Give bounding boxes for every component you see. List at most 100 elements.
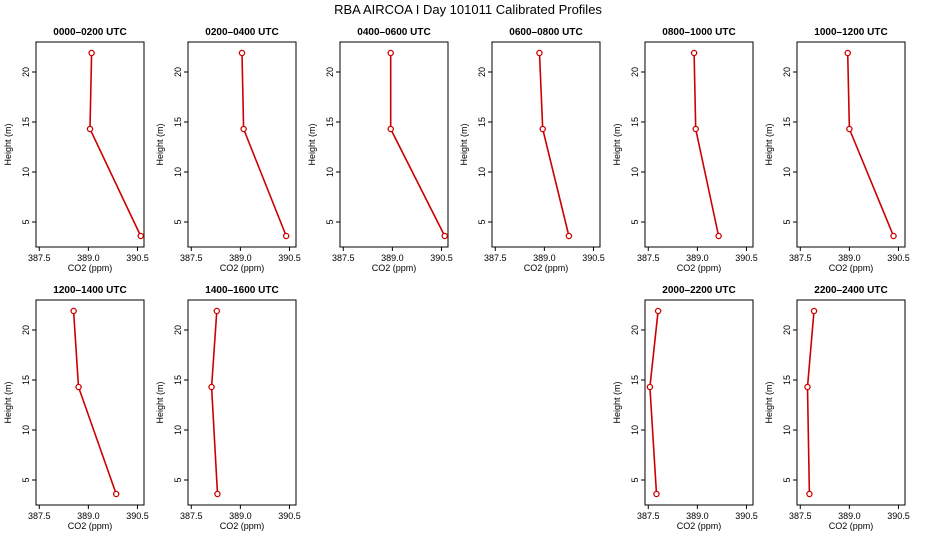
x-tick-label: 390.5	[887, 511, 910, 521]
y-axis-label: Height (m)	[155, 381, 165, 423]
y-tick-label: 20	[325, 67, 335, 77]
profile-panel: 1400–1600 UTC 387.5 389.0 390.5 5 10 15 20 CO2 (…	[155, 285, 301, 531]
profile-line	[241, 52, 287, 237]
x-tick-label: 387.5	[637, 253, 660, 263]
profile-line	[72, 310, 117, 495]
y-tick-label: 15	[21, 375, 31, 385]
data-point	[88, 49, 95, 57]
y-tick-label: 10	[21, 425, 31, 435]
x-axis-label: CO2 (ppm)	[677, 263, 722, 273]
data-point	[654, 307, 662, 315]
y-axis-label: Height (m)	[3, 123, 13, 165]
panel-title: 0800–1000 UTC	[662, 27, 735, 38]
y-tick-label: 15	[173, 375, 183, 385]
x-tick-label: 389.0	[77, 511, 100, 521]
x-tick-label: 390.5	[735, 511, 758, 521]
data-point	[240, 125, 247, 133]
plot-frame	[644, 41, 754, 248]
y-axis-label: Height (m)	[307, 123, 317, 165]
plot-frame	[644, 299, 754, 506]
data-point	[653, 490, 660, 498]
profile-panel: 2000–2200 UTC 387.5 389.0 390.5 5 10 15 20 CO2 (…	[612, 285, 758, 531]
data-point	[692, 125, 699, 133]
data-point	[804, 383, 811, 391]
y-tick-label: 20	[21, 67, 31, 77]
data-point	[112, 490, 120, 498]
data-point	[890, 232, 897, 240]
y-axis-label: Height (m)	[764, 381, 774, 423]
y-tick-label: 20	[173, 325, 183, 335]
plot-frame	[491, 41, 601, 248]
y-tick-label: 20	[782, 325, 792, 335]
data-point	[441, 232, 448, 240]
data-point	[806, 490, 813, 498]
y-tick-label: 5	[173, 477, 183, 482]
plot-frame	[796, 299, 906, 506]
data-point	[646, 383, 654, 391]
x-tick-label: 389.0	[838, 511, 861, 521]
profile-panel: 0200–0400 UTC 387.5 389.0 390.5 5 10 15 20 CO2 (…	[155, 27, 301, 273]
data-point	[282, 232, 290, 240]
x-tick-label: 390.5	[887, 253, 910, 263]
data-point	[214, 490, 221, 498]
profile-panel: 0600–0800 UTC 387.5 389.0 390.5 5 10 15 20 CO2 (…	[459, 27, 605, 273]
x-tick-label: 389.0	[838, 253, 861, 263]
y-tick-label: 15	[782, 375, 792, 385]
y-tick-label: 10	[173, 167, 183, 177]
data-point	[137, 232, 144, 240]
panel-title: 2000–2200 UTC	[662, 285, 735, 296]
y-axis-label: Height (m)	[612, 381, 622, 423]
data-point	[715, 232, 722, 240]
page-title: RBA AIRCOA I Day 101011 Calibrated Profi…	[334, 2, 602, 17]
x-axis-label: CO2 (ppm)	[220, 263, 265, 273]
data-point	[536, 49, 543, 57]
x-tick-label: 390.5	[278, 253, 301, 263]
y-axis-label: Height (m)	[3, 381, 13, 423]
profile-line	[210, 310, 219, 495]
y-tick-label: 10	[325, 167, 335, 177]
y-tick-label: 15	[325, 117, 335, 127]
plot-frame	[796, 41, 906, 248]
data-point	[539, 125, 546, 133]
profile-panel: 0800–1000 UTC 387.5 389.0 390.5 5 10 15 20 CO2 (…	[612, 27, 758, 273]
y-tick-label: 5	[173, 219, 183, 224]
profile-panel: 1000–1200 UTC 387.5 389.0 390.5 5 10 15 20 CO2 (…	[764, 27, 910, 273]
data-point	[238, 49, 246, 57]
x-axis-label: CO2 (ppm)	[372, 263, 417, 273]
x-tick-label: 389.0	[381, 253, 404, 263]
y-tick-label: 15	[630, 117, 640, 127]
panel-title: 0200–0400 UTC	[205, 27, 278, 38]
profile-line	[538, 52, 570, 237]
x-axis-label: CO2 (ppm)	[829, 521, 874, 531]
y-tick-label: 10	[782, 425, 792, 435]
x-tick-label: 390.5	[126, 511, 149, 521]
x-axis-label: CO2 (ppm)	[68, 521, 113, 531]
x-tick-label: 387.5	[332, 253, 355, 263]
plot-frame	[339, 41, 449, 248]
x-tick-label: 390.5	[278, 511, 301, 521]
y-tick-label: 5	[630, 477, 640, 482]
y-axis-label: Height (m)	[612, 123, 622, 165]
y-axis-label: Height (m)	[764, 123, 774, 165]
profile-panel: 0400–0600 UTC 387.5 389.0 390.5 5 10 15 20 CO2 (…	[307, 27, 453, 273]
y-tick-label: 10	[630, 167, 640, 177]
x-axis-label: CO2 (ppm)	[677, 521, 722, 531]
y-tick-label: 5	[782, 219, 792, 224]
x-tick-label: 389.0	[229, 253, 252, 263]
x-tick-label: 387.5	[789, 511, 812, 521]
y-tick-label: 10	[21, 167, 31, 177]
y-tick-label: 20	[21, 325, 31, 335]
profile-line	[846, 52, 895, 237]
y-tick-label: 5	[325, 219, 335, 224]
data-point	[810, 307, 818, 315]
data-point	[387, 49, 394, 57]
panel-title: 2200–2400 UTC	[814, 285, 887, 296]
y-tick-label: 10	[782, 167, 792, 177]
y-tick-label: 15	[173, 117, 183, 127]
y-tick-label: 15	[21, 117, 31, 127]
y-tick-label: 10	[173, 425, 183, 435]
x-tick-label: 389.0	[686, 253, 709, 263]
y-tick-label: 5	[782, 477, 792, 482]
profile-panel: 0000–0200 UTC 387.5 389.0 390.5 5 10 15 20 CO2 (…	[3, 27, 149, 273]
x-tick-label: 389.0	[229, 511, 252, 521]
